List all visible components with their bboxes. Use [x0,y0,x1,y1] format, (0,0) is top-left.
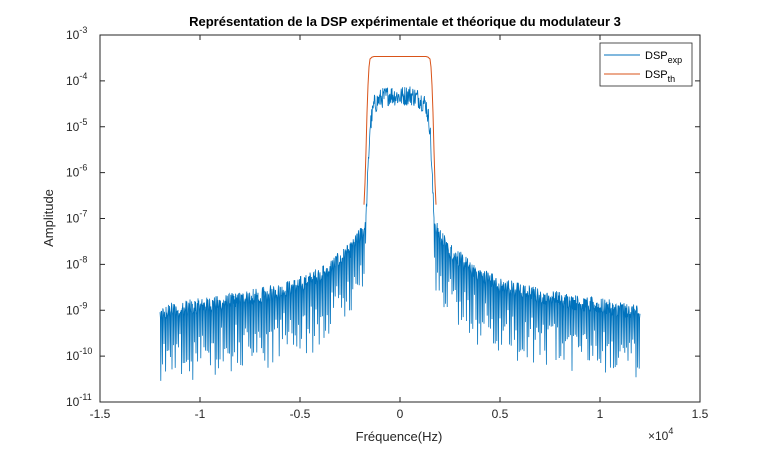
y-tick-label-exponent: -11 [79,392,91,402]
y-tick-label: 10-8 [66,254,87,271]
y-tick-label: 10-6 [66,163,87,180]
series-layer [159,55,641,381]
y-tick-label-base: 10 [66,166,80,180]
x-tick-label: 0 [397,407,404,421]
legend-label-dsp-exp-sub: exp [668,55,683,65]
y-tick-label-exponent: -6 [79,163,87,173]
y-tick-label: 10-3 [66,25,87,42]
legend: DSPexp DSPth [599,42,693,87]
y-tick-label-base: 10 [66,395,80,409]
y-tick-label-exponent: -9 [79,300,87,310]
y-tick-label-exponent: -7 [79,209,87,219]
y-tick-label: 10-7 [66,209,87,226]
y-tick-label-base: 10 [66,74,80,88]
y-tick-label-exponent: -10 [79,346,92,356]
y-tick-label: 10-11 [66,392,92,409]
x-tick-label: 1.5 [692,407,709,421]
legend-box [599,42,693,87]
legend-label-dsp-th-main: DSP [645,69,668,81]
x-tick-label: -1 [195,407,206,421]
y-tick-label-exponent: -3 [79,25,87,35]
legend-label-dsp-exp-main: DSP [645,50,668,62]
y-tick-label-base: 10 [66,212,80,226]
plot-area [99,34,701,403]
chart-title: Représentation de la DSP expérimentale e… [189,14,621,29]
legend-label-dsp-th: DSPth [645,69,675,84]
y-tick-label-base: 10 [66,28,80,42]
x-tick-label: 0.5 [492,407,509,421]
y-tick-label-base: 10 [66,257,80,271]
x-axis-ticks: -1.5 -1 -0.5 0 0.5 1 1.5 [90,35,709,421]
y-tick-label: 10-10 [66,346,92,363]
series-line-dsp-exp [159,86,641,381]
y-tick-label: 10-5 [66,117,87,134]
x-tick-label: 1 [597,407,604,421]
y-tick-label-exponent: -4 [79,71,87,81]
y-tick-label: 10-4 [66,71,87,88]
x-tick-label: -0.5 [290,407,311,421]
y-tick-label-exponent: -8 [79,254,87,264]
y-tick-label-base: 10 [66,120,80,134]
x-scale-factor-base: ×10 [648,429,669,443]
legend-label-dsp-exp: DSPexp [645,50,682,65]
x-scale-factor-exponent: 4 [668,426,673,436]
y-tick-label: 10-9 [66,300,87,317]
x-axis-label: Fréquence(Hz) [356,429,443,444]
y-tick-label-base: 10 [66,303,80,317]
y-tick-label-base: 10 [66,349,80,363]
x-axis-scale-factor: ×104 [648,426,673,443]
y-tick-label-exponent: -5 [79,117,87,127]
y-axis-label: Amplitude [41,189,56,247]
x-tick-label: -1.5 [90,407,111,421]
legend-label-dsp-th-sub: th [668,74,676,84]
series-line-dsp-th [363,55,437,205]
